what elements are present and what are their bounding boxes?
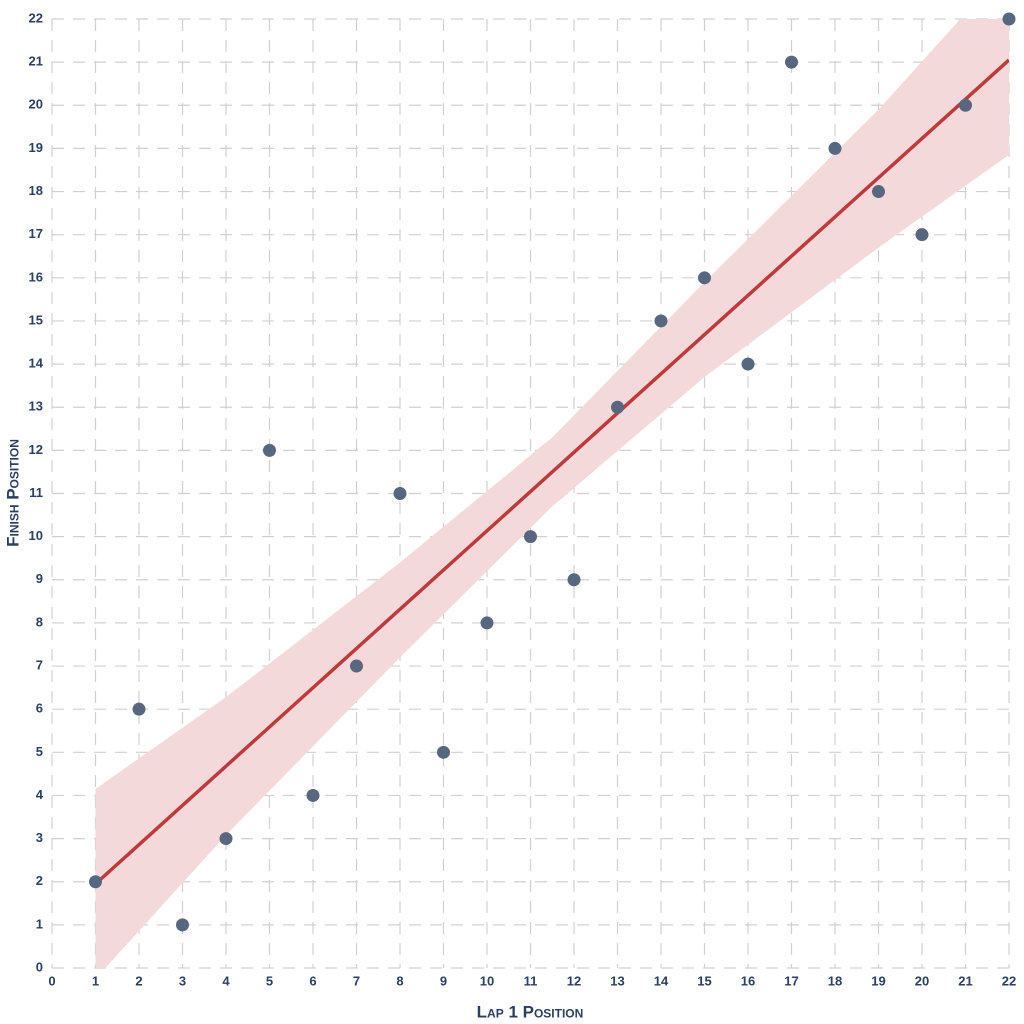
x-tick-label: 8 [396,973,403,988]
y-tick-label: 12 [29,442,43,457]
x-tick-label: 2 [135,973,142,988]
data-point [785,55,798,69]
x-tick-label: 18 [828,973,842,988]
x-tick-label: 4 [222,973,230,988]
x-tick-label: 15 [697,973,711,988]
confidence-band [95,19,1009,968]
y-tick-label: 21 [29,54,43,69]
y-tick-label: 16 [29,269,43,284]
y-tick-label: 22 [29,10,43,25]
y-tick-label: 13 [29,399,43,414]
x-axis-title: Lap 1 Position [477,1002,584,1021]
y-tick-label: 9 [36,571,43,586]
y-tick-label: 5 [36,744,43,759]
y-tick-label: 1 [36,916,43,931]
x-tick-label: 6 [309,973,316,988]
y-tick-label: 4 [36,787,44,802]
data-point [350,659,363,673]
data-point [698,271,711,285]
y-tick-label: 3 [36,830,43,845]
y-tick-label: 18 [29,183,43,198]
data-point [393,487,407,500]
data-point [176,918,189,932]
y-tick-label: 2 [36,873,43,888]
x-tick-label: 3 [179,973,186,988]
y-axis-title: Finish Position [3,439,22,547]
data-point [219,832,233,846]
data-point [741,357,755,371]
data-point [654,314,668,328]
data-point [872,185,885,199]
data-point [828,141,842,155]
data-point [89,875,102,889]
x-tick-label: 14 [654,973,669,988]
x-tick-label: 11 [524,973,538,988]
data-point [959,98,972,112]
x-tick-label: 19 [871,973,885,988]
x-tick-label: 20 [915,973,929,988]
x-tick-label: 16 [741,973,755,988]
y-tick-label: 14 [29,356,44,371]
x-tick-label: 12 [567,973,581,988]
data-point [437,745,450,759]
data-point [132,702,146,716]
y-tick-label: 0 [36,959,43,974]
x-tick-label: 9 [440,973,447,988]
y-tick-label: 15 [29,312,43,327]
x-tick-label: 22 [1002,973,1016,988]
x-tick-label: 21 [958,973,972,988]
data-point [480,616,494,630]
y-tick-label: 19 [29,140,43,155]
x-tick-label: 10 [480,973,494,988]
regression-line [94,58,1009,886]
data-point [915,228,929,242]
data-point [524,530,537,544]
data-point [306,788,320,802]
data-point [567,573,581,587]
y-tick-label: 6 [36,701,43,716]
x-tick-label: 13 [610,973,624,988]
y-tick-label: 17 [29,226,43,241]
x-tick-label: 5 [266,973,273,988]
x-tick-label: 7 [353,973,360,988]
x-tick-label: 0 [48,973,55,988]
plot-area [94,19,1009,968]
y-tick-label: 8 [36,614,43,629]
y-tick-label: 7 [36,657,43,672]
labels: 0 1 2 3 4 5 6 7 8 9 10 11 12 13 14 15 16 17 18 19 20 21 220123… [29,10,1017,988]
x-tick-label: 1 [92,973,99,988]
y-tick-label: 20 [29,97,43,112]
data-point [263,443,276,457]
data-point [611,400,624,414]
data-point [1002,12,1016,26]
y-tick-label: 11 [29,485,43,500]
y-tick-label: 10 [29,528,43,543]
x-tick-label: 17 [784,973,798,988]
